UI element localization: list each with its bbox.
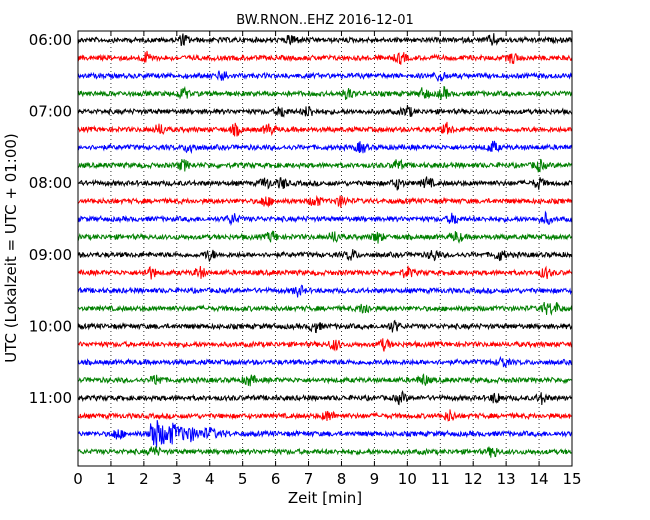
x-axis-label: Zeit [min]: [288, 489, 362, 507]
trace-0915: [77, 265, 573, 280]
y-tick-label-0700: 07:00: [29, 103, 72, 121]
x-tick-label-11: 11: [431, 470, 450, 488]
x-tick-label-0: 0: [73, 470, 83, 488]
y-tick-label-1100: 11:00: [29, 389, 72, 407]
trace-0830: [77, 210, 573, 227]
x-tick-label-2: 2: [139, 470, 149, 488]
trace-1000: [77, 319, 573, 334]
trace-0715: [77, 121, 573, 137]
trace-1115: [77, 409, 573, 422]
x-tick-label-6: 6: [271, 470, 281, 488]
minute-gridlines: [110, 31, 540, 466]
plot-frame: [77, 30, 573, 467]
trace-0845: [77, 230, 573, 244]
trace-0730: [77, 140, 573, 155]
trace-1100: [77, 390, 573, 406]
trace-0600: [77, 33, 573, 47]
trace-0630: [77, 70, 573, 82]
x-tick-label-12: 12: [464, 470, 483, 488]
trace-0945: [77, 301, 573, 316]
y-tick-label-0600: 06:00: [29, 31, 72, 49]
x-tick-label-10: 10: [398, 470, 417, 488]
x-tick-label-7: 7: [304, 470, 314, 488]
chart-title: BW.RNON..EHZ 2016-12-01: [236, 13, 414, 28]
trace-0745: [77, 158, 573, 173]
trace-0800: [77, 176, 573, 191]
x-tick-label-15: 15: [562, 470, 581, 488]
y-axis-ticks: 06:00 07:00 08:00 09:00 10:00 11:00: [29, 31, 83, 407]
x-axis-ticks: 0 1 2 3 4 5 6 7 8 9 10 11 12 13 14 15: [73, 31, 582, 488]
trace-0700: [77, 105, 573, 118]
trace-1015: [77, 338, 573, 352]
trace-1145: [77, 446, 573, 458]
trace-1130: [78, 420, 573, 448]
trace-1045: [77, 373, 573, 387]
x-tick-label-9: 9: [370, 470, 380, 488]
y-tick-label-1000: 10:00: [29, 317, 72, 335]
trace-0615: [77, 50, 573, 65]
x-tick-label-8: 8: [337, 470, 347, 488]
y-tick-label-0800: 08:00: [29, 174, 72, 192]
y-axis-label: UTC (Lokalzeit = UTC + 01:00): [2, 133, 20, 363]
y-tick-label-0900: 09:00: [29, 246, 72, 264]
x-tick-label-1: 1: [106, 470, 116, 488]
x-tick-label-3: 3: [172, 470, 182, 488]
x-tick-label-5: 5: [238, 470, 248, 488]
trace-1030: [77, 355, 573, 368]
trace-0930: [77, 284, 573, 298]
x-tick-label-4: 4: [205, 470, 215, 488]
x-tick-label-14: 14: [530, 470, 549, 488]
seismogram-traces: [77, 33, 573, 458]
trace-0645: [77, 85, 573, 100]
trace-0900: [77, 249, 573, 262]
x-tick-label-13: 13: [497, 470, 516, 488]
trace-0815: [77, 194, 573, 208]
